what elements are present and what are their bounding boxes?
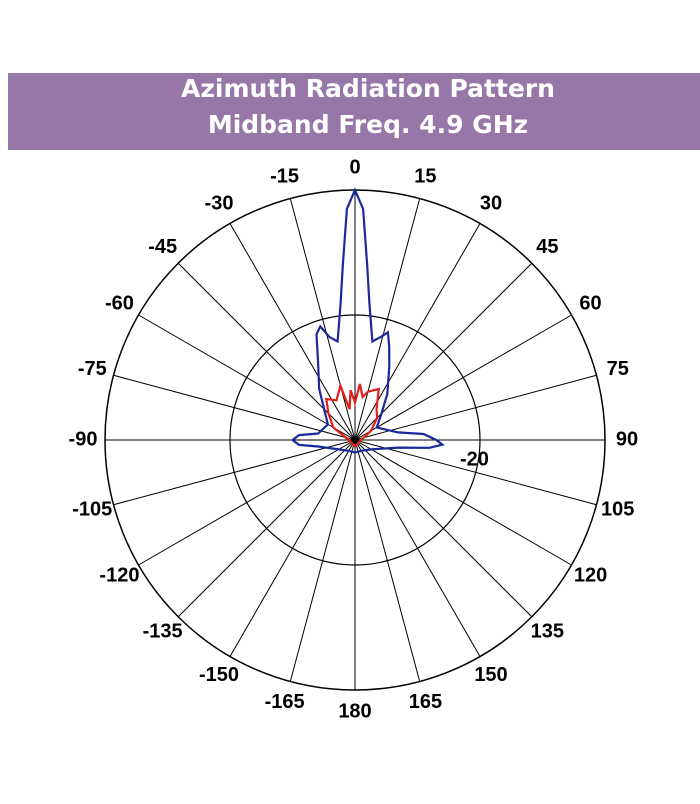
angle-tick-label: 150 <box>474 664 507 686</box>
angle-tick-label: 0 <box>349 156 360 178</box>
spoke <box>113 374 356 441</box>
angle-tick-label: 75 <box>607 358 629 380</box>
angle-tick-label: 15 <box>414 166 436 188</box>
spoke <box>289 198 356 441</box>
spoke <box>354 314 572 441</box>
angle-tick-label: -105 <box>72 499 112 521</box>
angle-tick-label: -90 <box>69 428 98 450</box>
spoke <box>177 439 356 618</box>
spoke <box>138 439 356 566</box>
angle-tick-label: 90 <box>616 428 638 450</box>
chart-title: Azimuth Radiation Pattern <box>181 74 555 103</box>
spoke <box>354 439 597 506</box>
title-band <box>8 73 700 150</box>
angle-tick-label: -135 <box>143 621 183 643</box>
angle-tick-label: -120 <box>99 564 139 586</box>
spoke <box>138 314 356 441</box>
spoke <box>354 439 421 682</box>
angle-tick-label: 120 <box>574 564 607 586</box>
angle-tick-label: 180 <box>338 700 371 722</box>
angle-tick-label: -15 <box>270 166 299 188</box>
angle-tick-label: -150 <box>199 664 239 686</box>
spoke <box>354 262 533 441</box>
angle-tick-label: -45 <box>148 236 177 258</box>
angle-tick-label: 105 <box>601 499 634 521</box>
spoke <box>229 439 356 657</box>
pattern-line <box>290 187 445 454</box>
angle-tick-label: 45 <box>536 236 558 258</box>
spoke <box>354 374 597 441</box>
angle-tick-label: -30 <box>205 193 234 215</box>
angle-tick-label: 60 <box>579 292 601 314</box>
angle-tick-label: 135 <box>531 621 564 643</box>
angle-tick-label: -165 <box>265 691 305 713</box>
spoke <box>354 223 481 441</box>
spoke <box>113 439 356 506</box>
r-tick-label: -20 <box>460 448 489 470</box>
pattern-line <box>324 382 381 448</box>
angle-tick-label: 30 <box>480 193 502 215</box>
spoke <box>354 439 481 657</box>
angle-tick-label: -75 <box>78 358 107 380</box>
spoke <box>229 223 356 441</box>
spoke <box>354 198 421 441</box>
spoke <box>354 439 572 566</box>
angle-tick-label: 165 <box>409 691 442 713</box>
spoke <box>289 439 356 682</box>
spoke <box>354 439 533 618</box>
chart-subtitle: Midband Freq. 4.9 GHz <box>208 110 528 139</box>
angle-tick-label: -60 <box>105 292 134 314</box>
